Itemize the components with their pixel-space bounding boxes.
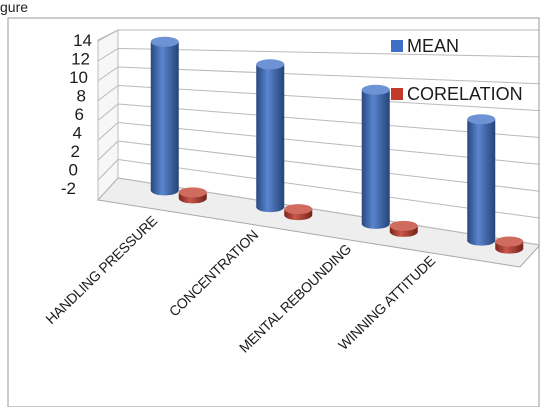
gridline — [117, 48, 540, 58]
side-gridline — [97, 85, 119, 102]
category-label: WINNING ATTITUDE — [335, 253, 438, 353]
bars — [150, 36, 524, 254]
bar-mean — [361, 84, 390, 229]
gridline — [117, 85, 540, 112]
y-tick-label: 12 — [71, 50, 90, 69]
side-gridline — [97, 122, 119, 141]
y-tick-label: 8 — [77, 87, 86, 106]
legend-swatch — [391, 88, 403, 100]
gridline — [117, 66, 540, 85]
category-label: CONCENTRATION — [166, 227, 261, 320]
bar-corelation — [284, 204, 313, 221]
side-gridline — [97, 48, 119, 62]
bar-corelation — [389, 220, 418, 237]
legend: MEAN CORELATION — [391, 36, 523, 104]
bar-mean — [150, 36, 179, 196]
category-label: HANDLING PRESSURE — [42, 213, 160, 327]
legend-label: CORELATION — [407, 84, 523, 104]
figure-caption: gure — [0, 0, 29, 15]
y-tick-label: 4 — [73, 124, 82, 143]
y-tick-label: 2 — [71, 142, 80, 161]
legend-label: MEAN — [407, 36, 459, 56]
side-gridline — [97, 159, 119, 181]
legend-swatch — [391, 40, 403, 52]
chart-frame — [7, 17, 540, 407]
y-tick-label: 14 — [73, 31, 92, 50]
y-tick-label: -2 — [61, 179, 76, 198]
side-gridline — [97, 177, 119, 201]
side-gridline — [97, 66, 119, 82]
category-label: MENTAL REBOUNDING — [236, 241, 354, 356]
side-gridline — [97, 103, 119, 121]
bar-corelation — [495, 236, 524, 254]
side-gridline — [97, 29, 119, 42]
y-tick-label: 6 — [75, 105, 84, 124]
side-wall — [97, 29, 119, 202]
bar-corelation — [178, 187, 207, 204]
bar-mean — [256, 59, 285, 213]
bar-mean — [467, 114, 496, 246]
side-gridline — [97, 140, 119, 161]
y-tick-label: 0 — [69, 161, 78, 180]
y-tick-label: 10 — [69, 68, 88, 87]
